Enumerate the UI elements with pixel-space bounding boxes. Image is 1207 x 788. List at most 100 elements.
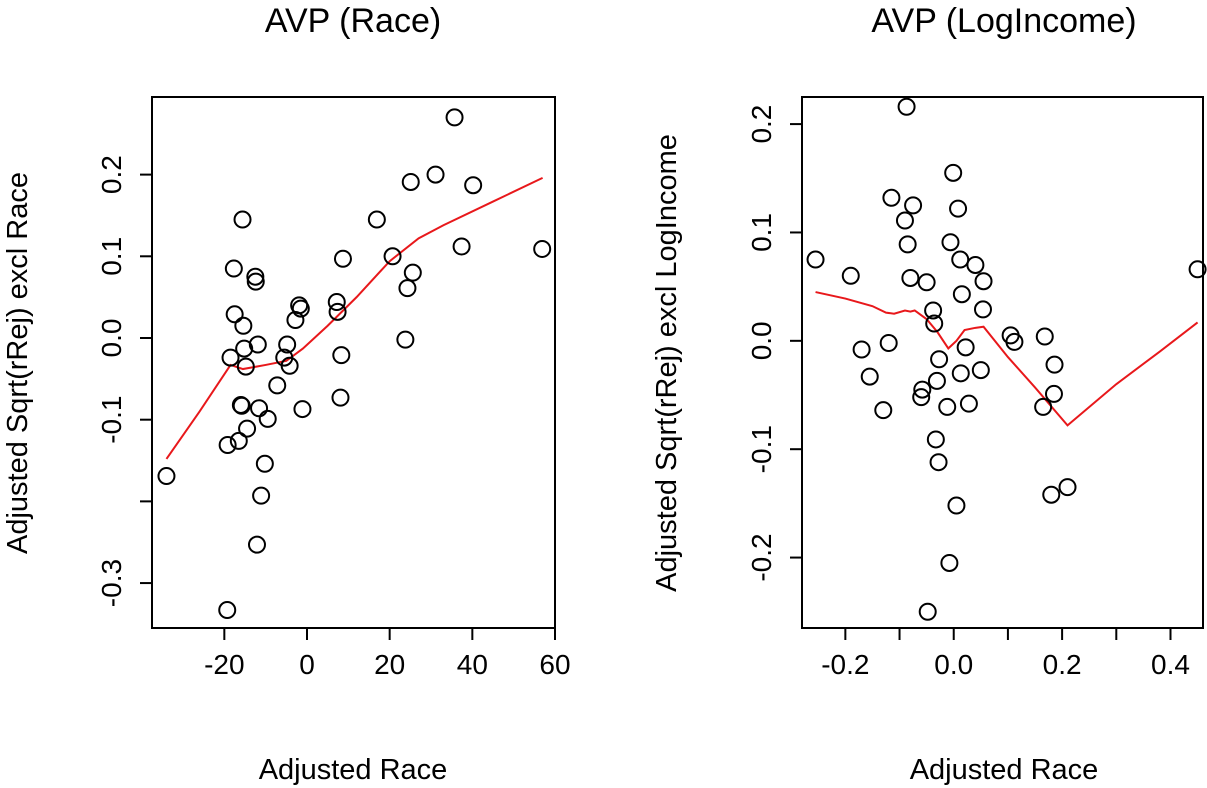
x-tick-label: 0.4: [1151, 649, 1190, 680]
data-point: [959, 394, 978, 413]
data-point: [927, 371, 946, 390]
data-point: [218, 436, 237, 455]
axis-ticks: -20 0 20 40 60 -0.3 -0.1 0.0 0.1 0.2: [96, 155, 571, 680]
data-point: [966, 255, 985, 274]
data-point: [1044, 384, 1063, 403]
data-point: [533, 239, 552, 258]
x-axis-title: Adjusted Race: [910, 754, 1099, 786]
data-point: [947, 496, 966, 515]
data-point: [293, 400, 312, 419]
y-axis-title: Adjusted Sqrt(rRej) excl LogIncome: [651, 134, 683, 592]
data-point: [949, 199, 968, 218]
y-tick-label: 0.0: [746, 321, 777, 360]
data-point: [367, 210, 386, 229]
data-point: [232, 396, 251, 415]
data-point: [1188, 260, 1207, 279]
x-tick-label: 40: [457, 649, 488, 680]
data-point: [860, 367, 879, 386]
data-point: [235, 339, 254, 358]
data-point: [874, 401, 893, 420]
data-point: [233, 210, 252, 229]
x-tick-label: -0.2: [821, 649, 869, 680]
data-point: [852, 340, 871, 359]
data-point: [938, 397, 957, 416]
data-point: [445, 108, 464, 127]
data-point: [940, 553, 959, 572]
y-tick-label: 0.2: [96, 155, 127, 194]
data-point: [224, 259, 243, 278]
data-point: [452, 237, 471, 256]
x-tick-label: 20: [374, 649, 405, 680]
data-point: [403, 263, 422, 282]
data-point: [278, 335, 297, 354]
data-point: [327, 293, 346, 312]
data-point: [1058, 478, 1077, 497]
y-axis-title: Adjusted Sqrt(rRej) excl Race: [2, 172, 34, 554]
data-point: [396, 330, 415, 349]
data-point: [280, 356, 299, 375]
x-tick-label: 0.2: [1043, 649, 1082, 680]
avp-logincome-panel: AVP (LogIncome) Adjusted Race Adjusted S…: [651, 2, 1207, 786]
data-point: [328, 302, 347, 321]
data-point: [218, 601, 237, 620]
y-tick-label: -0.2: [746, 533, 777, 581]
x-tick-label: 0.0: [934, 649, 973, 680]
data-point: [464, 176, 483, 195]
data-point: [401, 172, 420, 191]
y-tick-label: -0.1: [746, 425, 777, 473]
plot-frame: [151, 96, 556, 629]
y-tick-label: 0.1: [96, 237, 127, 276]
data-point: [951, 364, 970, 383]
data-point: [1035, 327, 1054, 346]
data-point: [924, 301, 943, 320]
data-point: [951, 250, 970, 269]
x-tick-label: 60: [539, 649, 570, 680]
plot-frame: [801, 96, 1204, 629]
y-tick-label: 0.1: [746, 213, 777, 252]
data-point: [225, 305, 244, 324]
data-point: [333, 249, 352, 268]
data-point: [332, 346, 351, 365]
smooth-line: [815, 291, 1199, 427]
data-point: [291, 299, 310, 318]
data-point: [252, 486, 271, 505]
data-point: [806, 250, 825, 269]
data-point: [913, 380, 932, 399]
data-point: [912, 388, 931, 407]
data-point: [238, 419, 257, 438]
data-point: [898, 235, 917, 254]
data-point: [398, 279, 417, 298]
data-point: [247, 535, 266, 554]
y-tick-label: 0.2: [746, 105, 777, 144]
x-tick-label: 0: [299, 649, 315, 680]
data-point: [426, 165, 445, 184]
data-point: [882, 188, 901, 207]
data-point: [246, 267, 265, 286]
data-point: [901, 268, 920, 287]
y-tick-label: 0.0: [96, 319, 127, 358]
axis-ticks: -0.2 0.0 0.2 0.4 -0.2 -0.1 0.0 0.1 0.2: [746, 105, 1190, 680]
data-point: [971, 361, 990, 380]
data-point: [268, 376, 287, 395]
data-point: [1005, 332, 1024, 351]
data-marks: [806, 97, 1207, 621]
data-point: [929, 453, 948, 472]
data-point: [930, 350, 949, 369]
smooth-line: [165, 176, 544, 460]
data-point: [974, 272, 993, 291]
data-point: [221, 348, 240, 367]
data-point: [248, 335, 267, 354]
data-point: [331, 388, 350, 407]
x-tick-label: -20: [204, 649, 244, 680]
data-point: [925, 314, 944, 333]
data-point: [917, 273, 936, 292]
data-point: [944, 163, 963, 182]
y-tick-label: -0.3: [96, 559, 127, 607]
data-point: [956, 338, 975, 357]
data-point: [918, 602, 937, 621]
chart-title: AVP (Race): [265, 2, 441, 40]
data-point: [926, 430, 945, 449]
data-point: [1034, 397, 1053, 416]
data-point: [841, 266, 860, 285]
